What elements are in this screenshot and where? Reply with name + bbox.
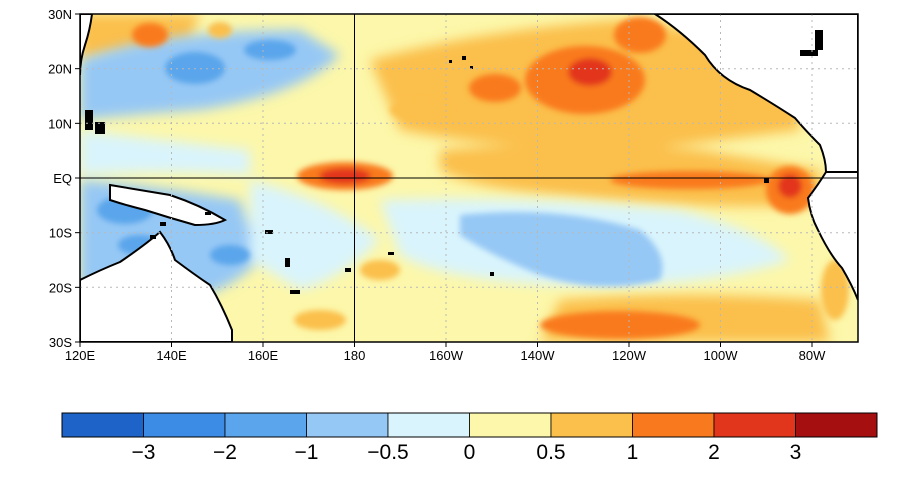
lat-tick-label: 30S bbox=[49, 335, 72, 350]
lat-tick-label: 20S bbox=[49, 280, 72, 295]
lon-tick-label: 180 bbox=[344, 348, 366, 363]
colorbar-bin bbox=[61, 412, 144, 438]
lat-tick-label: EQ bbox=[53, 171, 72, 186]
colorbar-tick-label: −2 bbox=[213, 441, 237, 464]
colorbar-tick-label: −3 bbox=[132, 441, 156, 464]
colorbar-bin bbox=[387, 412, 470, 438]
lon-tick-label: 140W bbox=[521, 348, 556, 363]
colorbar-tick-label: −1 bbox=[295, 441, 319, 464]
sst-anomaly-map: 30N 20N 10N EQ 10S 20S 30S 120E 140E 160E 180 160W… bbox=[48, 7, 859, 363]
colorbar-tick-label: 1 bbox=[627, 441, 639, 464]
colorbar-bin bbox=[550, 412, 633, 438]
colorbar-bin bbox=[632, 412, 715, 438]
anomaly-field bbox=[80, 14, 858, 342]
latitude-axis: 30N 20N 10N EQ 10S 20S 30S bbox=[48, 7, 80, 350]
colorbar-bin bbox=[713, 412, 796, 438]
lon-tick-label: 120E bbox=[65, 348, 96, 363]
lon-tick-label: 160W bbox=[429, 348, 464, 363]
warm-small-patches bbox=[132, 22, 450, 330]
colorbar-tick-label: 0 bbox=[464, 441, 476, 464]
longitude-axis: 120E 140E 160E 180 160W 140W 120W 100W 80W bbox=[65, 342, 826, 363]
lon-tick-label: 140E bbox=[156, 348, 187, 363]
islands bbox=[85, 30, 823, 294]
reference-lines bbox=[80, 14, 858, 342]
lon-tick-label: 120W bbox=[612, 348, 647, 363]
lon-tick-label: 80W bbox=[799, 348, 826, 363]
colorbar-bin bbox=[306, 412, 389, 438]
colorbar-bin bbox=[795, 412, 878, 438]
colorbar-tick-label: −0.5 bbox=[367, 441, 408, 464]
colorbar-bin bbox=[469, 412, 552, 438]
lat-tick-label: 10N bbox=[48, 116, 72, 131]
lat-tick-label: 10S bbox=[49, 226, 72, 241]
colorbar-tick-label: 0.5 bbox=[536, 441, 565, 464]
lat-tick-label: 30N bbox=[48, 7, 72, 22]
colorbar-frame bbox=[61, 412, 878, 438]
colorbar-bins bbox=[61, 412, 878, 438]
colorbar-bin bbox=[224, 412, 307, 438]
warm-northeast bbox=[469, 17, 666, 114]
colorbar-labels: −3 −2 −1 −0.5 0 0.5 1 2 3 bbox=[132, 441, 802, 464]
gridlines bbox=[80, 14, 858, 342]
warm-southeast bbox=[540, 260, 849, 339]
colorbar-tick-label: 2 bbox=[708, 441, 720, 464]
cool-core-south bbox=[460, 212, 663, 287]
colorbar-bin bbox=[143, 412, 226, 438]
colorbar-tick-label: 3 bbox=[790, 441, 802, 464]
lat-tick-label: 20N bbox=[48, 62, 72, 77]
lon-tick-label: 160E bbox=[248, 348, 279, 363]
lon-tick-label: 100W bbox=[704, 348, 739, 363]
colorbar: −3 −2 −1 −0.5 0 0.5 1 2 3 bbox=[61, 412, 878, 464]
